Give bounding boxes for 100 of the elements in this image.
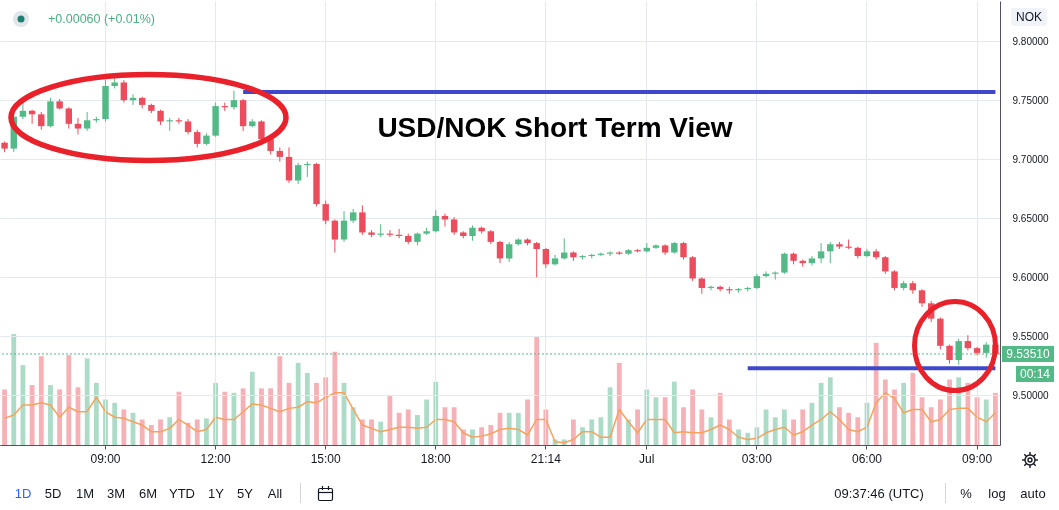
bar [736, 429, 741, 445]
bar [277, 356, 283, 445]
x-tick-label: 03:00 [741, 451, 773, 466]
candlestick [331, 218, 339, 254]
bar [167, 417, 173, 445]
x-tick-label: 21:14 [530, 451, 562, 466]
bar [2, 389, 7, 445]
bar [295, 362, 301, 445]
text: All [267, 485, 283, 501]
x-tick-label: Jul [639, 451, 655, 466]
bar [937, 399, 943, 445]
bar [782, 409, 787, 445]
candlestick [505, 241, 513, 263]
bar [222, 391, 228, 445]
bar [259, 388, 264, 445]
candlestick [19, 100, 27, 120]
bar [93, 382, 99, 445]
bar [139, 419, 145, 445]
bar [451, 407, 457, 445]
text: 09:37:46 (UTC) [834, 485, 924, 501]
candlestick [83, 111, 91, 132]
bar [616, 362, 622, 445]
bar [415, 415, 420, 445]
bar [928, 407, 934, 445]
bar [901, 382, 907, 445]
bar [681, 407, 686, 445]
x-tick-label: 18:00 [420, 451, 452, 466]
bar [249, 371, 255, 445]
bar [910, 372, 916, 445]
candlestick [230, 90, 238, 111]
annotation: +0.00060 (+0.01%) [48, 11, 156, 26]
candlestick [74, 117, 82, 135]
text: 5Y [237, 485, 253, 501]
text: 1M [75, 485, 95, 501]
bar [350, 407, 356, 445]
text: YTD [169, 485, 195, 501]
bar [534, 336, 540, 445]
bar [580, 427, 585, 445]
bar [268, 388, 274, 445]
bar [690, 389, 696, 445]
candlestick [689, 255, 696, 282]
bar [112, 402, 118, 445]
candlestick [808, 255, 816, 267]
bar [479, 427, 485, 445]
bar [158, 419, 163, 445]
bar [626, 419, 631, 445]
bar [84, 358, 90, 445]
candlestick [817, 242, 825, 264]
bar [993, 392, 998, 445]
bar [525, 399, 530, 445]
bar [515, 412, 521, 445]
y-tick-label: 9.80000 [1012, 35, 1050, 47]
candlestick [294, 162, 302, 185]
bar [607, 387, 613, 445]
candlestick [542, 247, 550, 269]
text: 5D [44, 485, 62, 501]
bar [662, 397, 668, 445]
bar [38, 356, 44, 445]
bar [791, 419, 796, 445]
candlestick [946, 344, 953, 365]
x-tick-label: 15:00 [310, 451, 342, 466]
bar [332, 351, 338, 445]
ref-line-label: 9.53510 [1002, 345, 1054, 362]
text: log [988, 485, 1006, 501]
text: 6M [138, 485, 158, 501]
bar [846, 412, 852, 445]
candlestick [551, 254, 559, 267]
text: 00:14 [1015, 366, 1055, 382]
y-axis-title: NOK [1011, 8, 1048, 26]
text: 1D [14, 485, 32, 501]
bar [818, 382, 824, 445]
y-tick-label: 9.55000 [1012, 330, 1050, 342]
bar [148, 425, 154, 445]
bar [204, 418, 209, 445]
text: 1Y [208, 485, 224, 501]
bar [570, 419, 576, 445]
candlestick [340, 210, 348, 243]
bar [983, 399, 989, 445]
bar [29, 385, 35, 445]
bar [194, 419, 200, 445]
bar [378, 421, 384, 445]
candlestick [359, 204, 366, 236]
y-tick-label: 9.70000 [1012, 153, 1050, 165]
bar [506, 412, 512, 445]
bar [240, 388, 246, 445]
candlestick [496, 240, 504, 264]
bar [176, 391, 182, 445]
candlestick [964, 334, 972, 352]
candlestick [781, 252, 788, 275]
bar [488, 425, 494, 445]
y-tick-label: 9.50000 [1012, 389, 1050, 401]
bar [837, 407, 842, 445]
candlestick [120, 79, 128, 104]
candlestick [432, 209, 439, 233]
bar [699, 409, 705, 445]
y-tick-label: 9.75000 [1012, 94, 1050, 106]
bar [121, 409, 127, 445]
bar [424, 399, 430, 445]
bar [359, 419, 365, 445]
bar [892, 389, 897, 445]
